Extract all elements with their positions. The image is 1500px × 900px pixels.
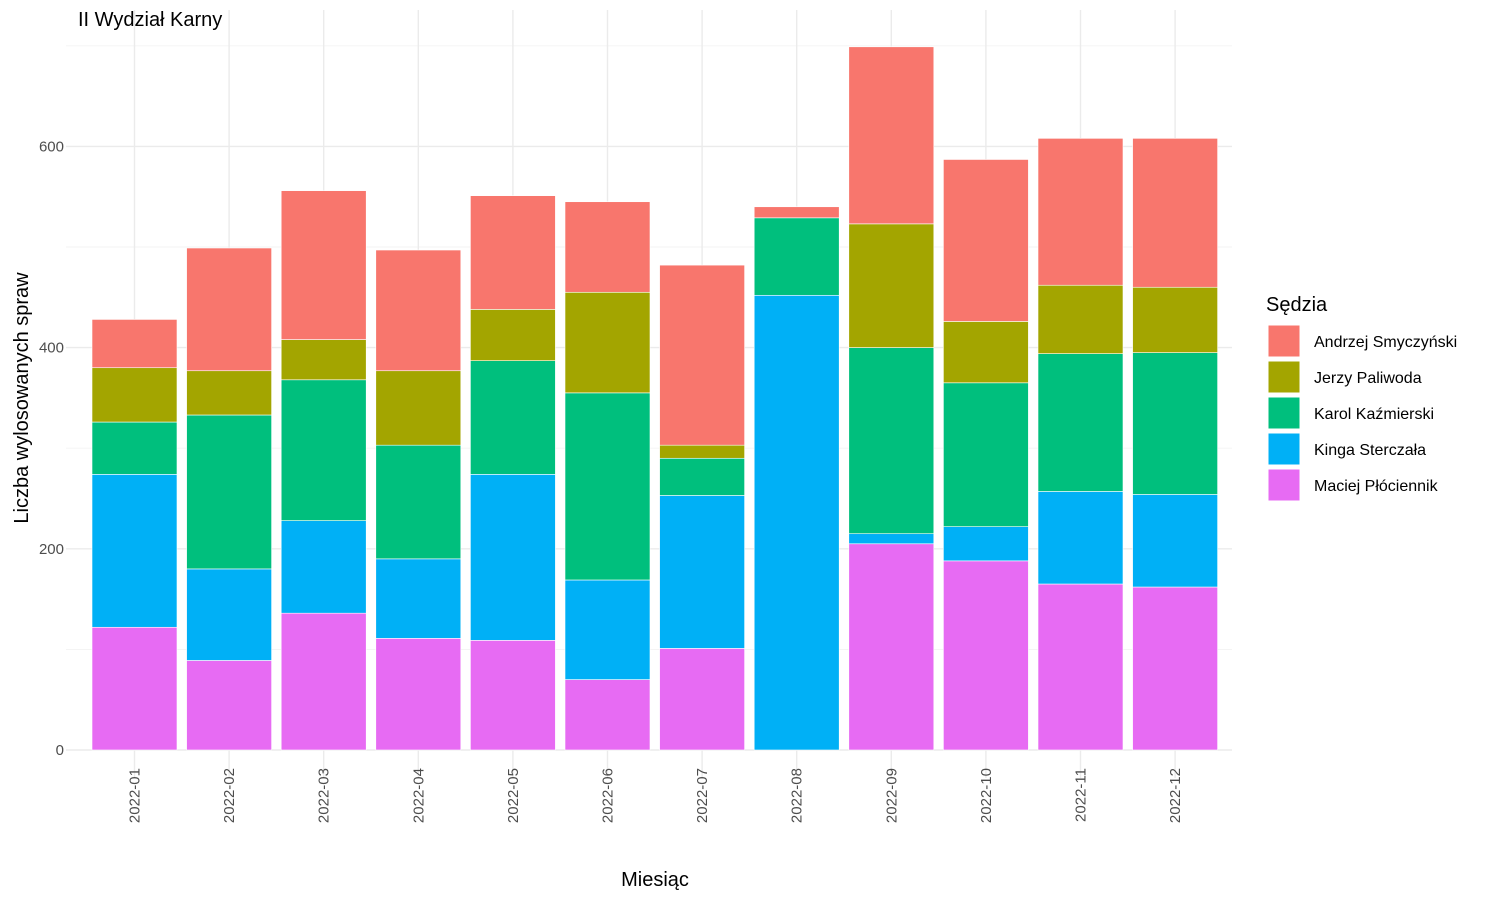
bar-segment <box>470 195 556 310</box>
bar-segment <box>375 370 462 446</box>
bar-segment <box>186 660 272 751</box>
bar-segment <box>848 543 935 751</box>
bar-segment <box>564 201 651 293</box>
bar-segment <box>280 379 367 521</box>
bar-segment <box>91 319 178 369</box>
bar-segment <box>753 217 840 296</box>
legend-label: Kinga Sterczała <box>1314 442 1426 459</box>
legend-label: Karol Kaźmierski <box>1314 406 1434 423</box>
bar-segment <box>943 526 1029 562</box>
y-tick-label: 0 <box>56 742 64 759</box>
x-tick-label: 2022-08 <box>789 768 806 823</box>
bar-segment <box>659 457 745 496</box>
bar-segment <box>659 264 745 446</box>
bar-segment <box>848 533 935 545</box>
bar-segment <box>186 370 272 416</box>
bar-segment <box>1132 286 1218 353</box>
x-tick-label: 2022-01 <box>127 768 144 823</box>
bar-segment <box>564 579 651 680</box>
bar-segment <box>470 309 556 361</box>
bar-segment <box>848 46 935 225</box>
bar-segment <box>564 679 651 751</box>
x-tick-label: 2022-11 <box>1073 768 1090 822</box>
bar-segment <box>186 247 272 372</box>
bar-segment <box>753 294 840 751</box>
legend-label: Andrzej Smyczyński <box>1314 334 1457 351</box>
y-tick-label: 400 <box>39 340 64 357</box>
bar-segment <box>91 626 178 751</box>
legend-key <box>1267 432 1301 466</box>
bar-segment <box>1132 586 1218 751</box>
bar-segment <box>375 638 462 751</box>
bar-segment <box>186 568 272 661</box>
bar-segment <box>943 159 1029 322</box>
x-tick-label: 2022-02 <box>221 768 238 823</box>
bar-segment <box>470 640 556 751</box>
bar-segment <box>659 495 745 649</box>
bar-segment <box>753 206 840 219</box>
bar-segment <box>470 474 556 641</box>
legend-key <box>1267 360 1301 394</box>
bar-segment <box>1132 352 1218 495</box>
legend: Sędzia Andrzej Smyczyński Jerzy Paliwoda K… <box>1266 294 1457 502</box>
axis-layer: 0 200 400 600 2022-01 2022-02 2022-03 2022-04 20… <box>39 138 1184 823</box>
bar-segment <box>375 249 462 372</box>
bar-segment <box>280 190 367 340</box>
bar-segment <box>848 223 935 348</box>
bar-segment <box>1037 284 1124 354</box>
bar-segment <box>659 648 745 751</box>
x-tick-label: 2022-03 <box>316 768 333 823</box>
legend-key <box>1267 468 1301 502</box>
legend-label: Maciej Płóciennik <box>1314 478 1439 495</box>
x-tick-label: 2022-06 <box>600 768 617 823</box>
bar-segment <box>1037 491 1124 585</box>
bar-segment <box>91 367 178 423</box>
x-tick-label: 2022-12 <box>1167 768 1184 823</box>
bar-segment <box>280 520 367 614</box>
bar-segment <box>280 612 367 751</box>
chart-title: II Wydział Karny <box>78 9 222 31</box>
legend-key <box>1267 324 1301 358</box>
legend-key <box>1267 396 1301 430</box>
bar-segment <box>470 360 556 475</box>
x-tick-label: 2022-10 <box>978 768 995 823</box>
x-tick-label: 2022-07 <box>694 768 711 823</box>
bar-segment <box>375 444 462 560</box>
y-axis-title: Liczba wylosowanych spraw <box>11 272 33 524</box>
bar-segment <box>1037 583 1124 751</box>
bar-segment <box>564 291 651 394</box>
x-tick-label: 2022-04 <box>410 768 427 823</box>
legend-label: Jerzy Paliwoda <box>1314 370 1422 387</box>
x-axis-title: Miesiąc <box>621 869 689 891</box>
bar-segment <box>848 347 935 535</box>
y-tick-label: 200 <box>39 541 64 558</box>
x-tick-label: 2022-09 <box>883 768 900 823</box>
bar-segment <box>1132 494 1218 588</box>
bar-segment <box>91 421 178 475</box>
legend-title: Sędzia <box>1266 294 1328 316</box>
bar-segment <box>943 321 1029 384</box>
bar-segment <box>91 474 178 628</box>
bar-segment <box>659 444 745 459</box>
bar-segment <box>943 382 1029 527</box>
bar-segment <box>1037 353 1124 492</box>
y-tick-label: 600 <box>39 138 64 155</box>
x-tick-label: 2022-05 <box>505 768 522 823</box>
bar-segment <box>943 560 1029 751</box>
bars-layer <box>91 46 1218 751</box>
bar-segment <box>1132 138 1218 288</box>
bar-segment <box>280 339 367 381</box>
bar-segment <box>375 558 462 639</box>
bar-segment <box>186 414 272 570</box>
bar-segment <box>1037 138 1124 286</box>
bar-segment <box>564 392 651 581</box>
